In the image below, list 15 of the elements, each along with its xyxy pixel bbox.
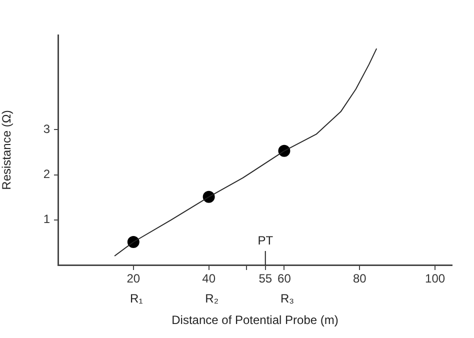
x-axis-title: Distance of Potential Probe (m) <box>172 313 338 328</box>
x-tick-label: 60 <box>278 272 292 286</box>
y-tick-label: 1 <box>43 212 50 226</box>
x-tick-label: 40 <box>202 272 216 286</box>
x-tick-label: 55 <box>258 272 272 286</box>
annotation: PT <box>258 233 274 248</box>
x-tick-label: 80 <box>352 272 367 286</box>
text: R₂ <box>205 291 219 306</box>
y-tick-label: 2 <box>43 167 50 182</box>
x-tick-label: 20 <box>126 272 140 286</box>
text: R₃ <box>280 291 294 306</box>
text: R₁ <box>130 291 143 306</box>
x-tick-label: 100 <box>425 272 446 286</box>
y-tick-label: 3 <box>43 122 50 136</box>
y-axis-title: Resistance (Ω) <box>0 110 14 190</box>
